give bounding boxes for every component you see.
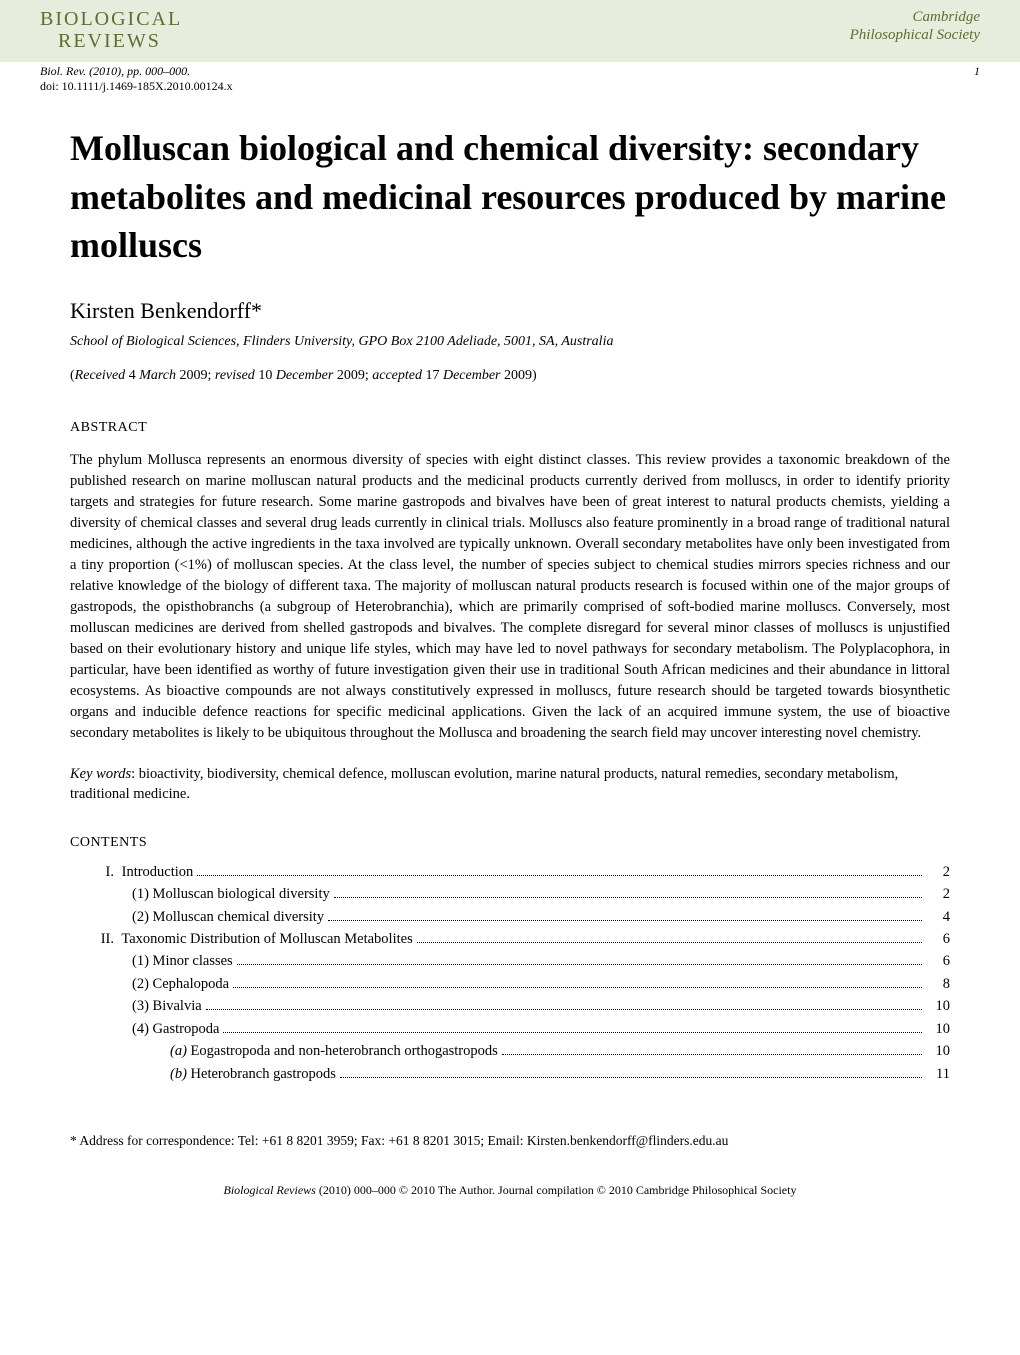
toc-dots bbox=[417, 942, 922, 943]
toc-label: (2) Molluscan chemical diversity bbox=[132, 906, 324, 928]
article-dates: (Received 4 March 2009; revised 10 Decem… bbox=[70, 368, 950, 384]
toc-label: II. Taxonomic Distribution of Molluscan … bbox=[94, 928, 413, 950]
toc-dots bbox=[223, 1032, 922, 1033]
footnote-marker: * bbox=[70, 1133, 77, 1148]
toc-page: 2 bbox=[926, 861, 950, 883]
toc-page: 6 bbox=[926, 950, 950, 972]
toc-dots bbox=[237, 964, 922, 965]
toc-dots bbox=[197, 875, 922, 876]
toc-dots bbox=[502, 1054, 922, 1055]
doi-line: doi: 10.1111/j.1469-185X.2010.00124.x bbox=[0, 79, 1020, 94]
toc-row: (3) Bivalvia 10 bbox=[70, 995, 950, 1017]
abstract-heading: ABSTRACT bbox=[70, 420, 950, 436]
toc-dots bbox=[233, 987, 922, 988]
toc-row: I. Introduction 2 bbox=[70, 861, 950, 883]
main-content: Molluscan biological and chemical divers… bbox=[0, 94, 1020, 1105]
toc-page: 10 bbox=[926, 1040, 950, 1062]
header-bar: BIOLOGICAL REVIEWS Cambridge Philosophic… bbox=[0, 0, 1020, 62]
toc-page: 8 bbox=[926, 973, 950, 995]
footnote-text: Address for correspondence: Tel: +61 8 8… bbox=[79, 1133, 728, 1148]
author-name: Kirsten Benkendorff* bbox=[70, 298, 950, 324]
toc-row: II. Taxonomic Distribution of Molluscan … bbox=[70, 928, 950, 950]
contents-heading: CONTENTS bbox=[70, 835, 950, 851]
toc-page: 11 bbox=[926, 1063, 950, 1085]
toc-dots bbox=[328, 920, 922, 921]
journal-name-line2: REVIEWS bbox=[40, 30, 182, 52]
toc-row: (2) Cephalopoda 8 bbox=[70, 973, 950, 995]
society-line2: Philosophical Society bbox=[850, 26, 980, 44]
received-date: 4 March 2009 bbox=[129, 368, 208, 383]
revised-date: 10 December 2009 bbox=[258, 368, 365, 383]
author-affiliation: School of Biological Sciences, Flinders … bbox=[70, 334, 950, 350]
toc-label: (1) Minor classes bbox=[132, 950, 233, 972]
footer-rest: (2010) 000–000 © 2010 The Author. Journa… bbox=[316, 1183, 797, 1197]
citation-text: Biol. Rev. (2010), pp. 000–000. bbox=[40, 64, 190, 79]
toc-page: 2 bbox=[926, 883, 950, 905]
accepted-label: accepted bbox=[372, 368, 422, 383]
table-of-contents: I. Introduction 2(1) Molluscan biologica… bbox=[70, 861, 950, 1086]
toc-row: (2) Molluscan chemical diversity 4 bbox=[70, 906, 950, 928]
citation-block: Biol. Rev. (2010), pp. 000–000. 1 bbox=[0, 62, 1020, 79]
toc-row: (1) Molluscan biological diversity 2 bbox=[70, 883, 950, 905]
toc-label: (2) Cephalopoda bbox=[132, 973, 229, 995]
toc-page: 4 bbox=[926, 906, 950, 928]
keywords-text: : bioactivity, biodiversity, chemical de… bbox=[70, 766, 898, 802]
society-logo: Cambridge Philosophical Society bbox=[850, 8, 980, 44]
correspondence-footnote: * Address for correspondence: Tel: +61 8… bbox=[0, 1133, 1020, 1149]
page-footer: Biological Reviews (2010) 000–000 © 2010… bbox=[0, 1149, 1020, 1212]
toc-dots bbox=[334, 897, 922, 898]
toc-label: I. Introduction bbox=[94, 861, 193, 883]
abstract-text: The phylum Mollusca represents an enormo… bbox=[70, 450, 950, 744]
toc-label: (4) Gastropoda bbox=[132, 1018, 219, 1040]
toc-row: (4) Gastropoda 10 bbox=[70, 1018, 950, 1040]
received-label: Received bbox=[75, 368, 126, 383]
toc-label: (3) Bivalvia bbox=[132, 995, 202, 1017]
keywords-label: Key words bbox=[70, 766, 131, 782]
footer-journal: Biological Reviews bbox=[224, 1183, 316, 1197]
society-line1: Cambridge bbox=[913, 9, 981, 25]
toc-label: (b) Heterobranch gastropods bbox=[170, 1063, 336, 1085]
toc-row: (b) Heterobranch gastropods 11 bbox=[70, 1063, 950, 1085]
article-title: Molluscan biological and chemical divers… bbox=[70, 124, 950, 270]
journal-name-line1: BIOLOGICAL bbox=[40, 8, 182, 30]
journal-logo: BIOLOGICAL REVIEWS bbox=[40, 8, 182, 52]
page-number: 1 bbox=[974, 64, 980, 79]
toc-row: (a) Eogastropoda and non-heterobranch or… bbox=[70, 1040, 950, 1062]
toc-row: (1) Minor classes 6 bbox=[70, 950, 950, 972]
toc-label: (1) Molluscan biological diversity bbox=[132, 883, 330, 905]
accepted-date: 17 December 2009 bbox=[425, 368, 532, 383]
toc-page: 10 bbox=[926, 995, 950, 1017]
toc-page: 6 bbox=[926, 928, 950, 950]
toc-label: (a) Eogastropoda and non-heterobranch or… bbox=[170, 1040, 498, 1062]
toc-dots bbox=[206, 1009, 922, 1010]
toc-page: 10 bbox=[926, 1018, 950, 1040]
toc-dots bbox=[340, 1077, 922, 1078]
keywords-block: Key words: bioactivity, biodiversity, ch… bbox=[70, 764, 950, 805]
revised-label: revised bbox=[215, 368, 255, 383]
